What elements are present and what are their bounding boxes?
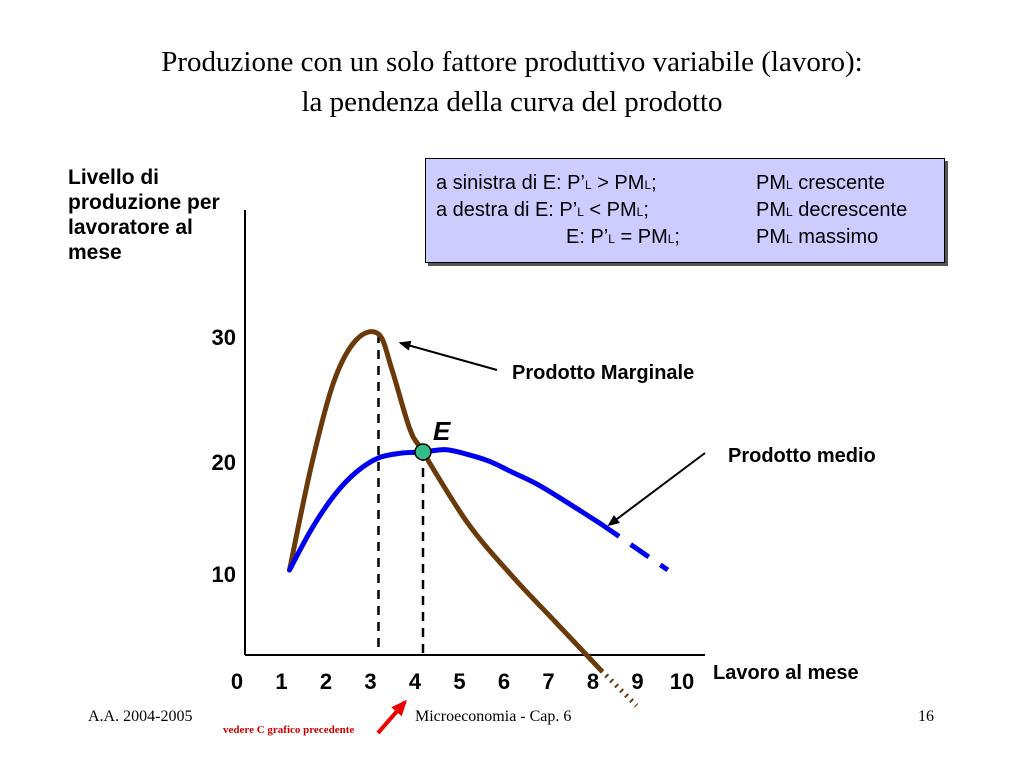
- x-tick-label: 10: [670, 669, 694, 694]
- x-tick-label: 8: [587, 669, 599, 694]
- x-tick-label: 2: [320, 669, 332, 694]
- x-tick-label: 3: [364, 669, 376, 694]
- footer-red-arrow: [376, 699, 407, 735]
- footer-date: A.A. 2004-2005: [88, 708, 193, 725]
- average-product-curve: [287, 447, 604, 573]
- condition-row-equal: E: P’L = PML; PML massimo: [566, 226, 879, 248]
- x-tick-label: 0: [231, 669, 243, 694]
- average-product-label: Prodotto medio: [728, 445, 876, 467]
- slide-title: Produzione con un solo fattore produttiv…: [0, 42, 1024, 122]
- average-product-dashed-extension: [599, 521, 670, 573]
- marginal-product-dotted-extension: [599, 668, 639, 708]
- footer-page-number: 16: [918, 708, 934, 725]
- point-e: [414, 443, 432, 461]
- x-axis-label: Lavoro al mese: [713, 662, 859, 684]
- x-tick-label: 9: [631, 669, 643, 694]
- marginal-product-arrow: [398, 340, 498, 371]
- y-tick-label: 30: [212, 325, 236, 350]
- x-tick-label: 5: [453, 669, 465, 694]
- condition-box: a sinistra di E: P’L > PML; PML crescent…: [425, 158, 945, 263]
- y-axis-label: Livello di produzione per lavoratore al …: [68, 166, 220, 264]
- marginal-product-label: Prodotto Marginale: [512, 362, 694, 384]
- title-line-1: Produzione con un solo fattore produttiv…: [161, 46, 863, 78]
- x-tick-label: 6: [498, 669, 510, 694]
- condition-row-left: a sinistra di E: P’L > PML; PML crescent…: [436, 172, 885, 194]
- point-e-label: E: [433, 416, 451, 446]
- y-tick-label: 20: [212, 450, 236, 475]
- average-product-arrow: [607, 452, 706, 527]
- footer-note: vedere C grafico precedente: [223, 724, 355, 736]
- y-tick-label: 10: [212, 562, 236, 587]
- x-tick-label: 7: [542, 669, 554, 694]
- x-tick-label: 4: [409, 669, 422, 694]
- marginal-product-curve: [287, 329, 604, 673]
- condition-row-right: a destra di E: P’L < PML; PML decrescent…: [436, 199, 908, 221]
- footer-course: Microeconomia - Cap. 6: [415, 708, 572, 725]
- x-tick-label: 1: [275, 669, 287, 694]
- title-line-2: la pendenza della curva del prodotto: [301, 86, 723, 118]
